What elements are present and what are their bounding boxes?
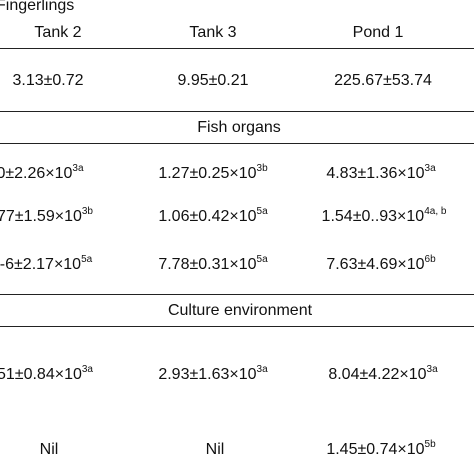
cell-culture-r1-tank-3: 2.93±1.63×103a [158, 364, 268, 384]
column-header-tank-2: Tank 2 [34, 24, 82, 41]
cell-fish-organs-r1-tank-3: 1.27±0.25×103b [158, 163, 268, 183]
cell-fish-organs-r3-tank-2: -6±2.17×105a [0, 254, 93, 274]
cell-culture-r2-tank-3: Nil [205, 441, 225, 458]
cell-fish-organs-r2-pond-1: 1.54±0..93×104a, b [321, 206, 447, 226]
cell-fish-organs-r3-tank-3: 7.78±0.31×105a [158, 254, 268, 274]
cell-culture-r1-tank-2: 51±0.84×103a [0, 364, 93, 384]
header-rule [0, 48, 474, 49]
cell-culture-r2-tank-2: Nil [39, 441, 59, 458]
cell-fingerlings-tank-3: 9.95±0.21 [177, 72, 249, 89]
cell-fingerlings-tank-2: 3.13±0.72 [12, 72, 84, 89]
section-rule [0, 326, 474, 327]
cell-fingerlings-pond-1: 225.67±53.74 [334, 72, 432, 89]
cell-fish-organs-r3-pond-1: 7.63±4.69×106b [326, 254, 436, 274]
cell-fish-organs-r1-pond-1: 4.83±1.36×103a [326, 163, 436, 183]
cell-fish-organs-r2-tank-3: 1.06±0.42×105a [158, 206, 268, 226]
section-title-fish-organs: Fish organs [197, 119, 281, 136]
column-header-pond-1: Pond 1 [352, 24, 404, 41]
fingerlings-group-label: Fingerlings [0, 0, 75, 14]
section-rule [0, 294, 474, 295]
section-title-culture-environment: Culture environment [167, 302, 313, 319]
section-rule [0, 143, 474, 144]
cell-culture-r2-pond-1: 1.45±0.74×105b [326, 439, 436, 459]
section-rule [0, 111, 474, 112]
cell-culture-r1-pond-1: 8.04±4.22×103a [328, 364, 438, 384]
cell-fish-organs-r1-tank-2: 0±2.26×103a [0, 163, 84, 183]
cell-fish-organs-r2-tank-2: 77±1.59×103b [0, 206, 93, 226]
column-header-tank-3: Tank 3 [189, 24, 237, 41]
